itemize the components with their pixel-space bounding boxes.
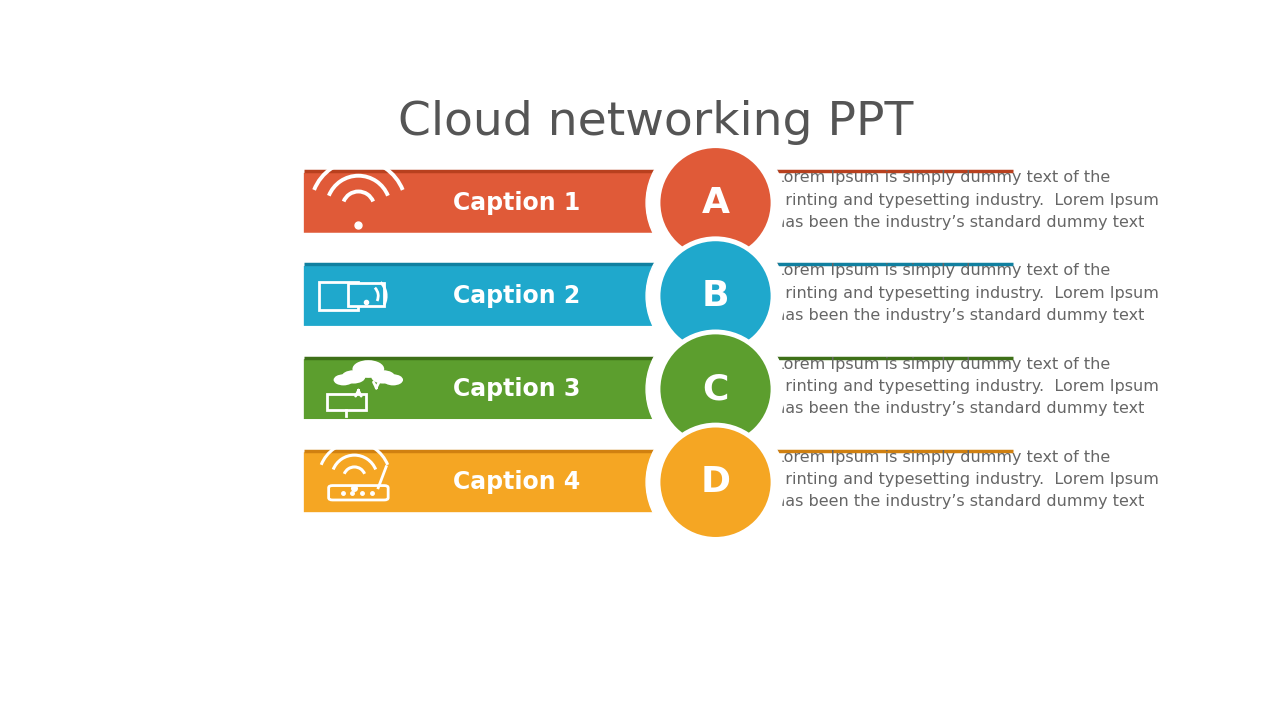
Text: Caption 2: Caption 2 bbox=[453, 284, 580, 308]
Ellipse shape bbox=[646, 134, 785, 272]
Polygon shape bbox=[303, 266, 733, 326]
Circle shape bbox=[383, 374, 403, 385]
Circle shape bbox=[334, 374, 353, 385]
Ellipse shape bbox=[646, 227, 785, 365]
Ellipse shape bbox=[658, 425, 773, 539]
Text: B: B bbox=[701, 279, 730, 313]
Circle shape bbox=[352, 360, 384, 378]
Text: Lorem Ipsum is simply dummy text of the
printing and typesetting industry.  Lore: Lorem Ipsum is simply dummy text of the … bbox=[776, 264, 1158, 323]
Ellipse shape bbox=[646, 413, 785, 552]
Ellipse shape bbox=[658, 332, 773, 446]
FancyBboxPatch shape bbox=[348, 283, 384, 306]
Ellipse shape bbox=[646, 320, 785, 458]
Text: C: C bbox=[703, 372, 728, 406]
Polygon shape bbox=[303, 359, 733, 419]
Text: D: D bbox=[700, 465, 731, 499]
Circle shape bbox=[342, 370, 365, 384]
Text: Caption 3: Caption 3 bbox=[453, 377, 580, 401]
Text: Caption 1: Caption 1 bbox=[453, 191, 580, 215]
Ellipse shape bbox=[658, 239, 773, 353]
Text: Lorem Ipsum is simply dummy text of the
printing and typesetting industry.  Lore: Lorem Ipsum is simply dummy text of the … bbox=[776, 450, 1158, 509]
Text: Lorem Ipsum is simply dummy text of the
printing and typesetting industry.  Lore: Lorem Ipsum is simply dummy text of the … bbox=[776, 171, 1158, 230]
Circle shape bbox=[371, 370, 396, 384]
Text: Lorem Ipsum is simply dummy text of the
printing and typesetting industry.  Lore: Lorem Ipsum is simply dummy text of the … bbox=[776, 356, 1158, 416]
Text: A: A bbox=[701, 186, 730, 220]
Text: Caption 4: Caption 4 bbox=[453, 470, 580, 494]
Polygon shape bbox=[303, 452, 733, 512]
Text: Cloud networking PPT: Cloud networking PPT bbox=[398, 100, 914, 145]
Polygon shape bbox=[303, 173, 733, 233]
Ellipse shape bbox=[658, 145, 773, 260]
